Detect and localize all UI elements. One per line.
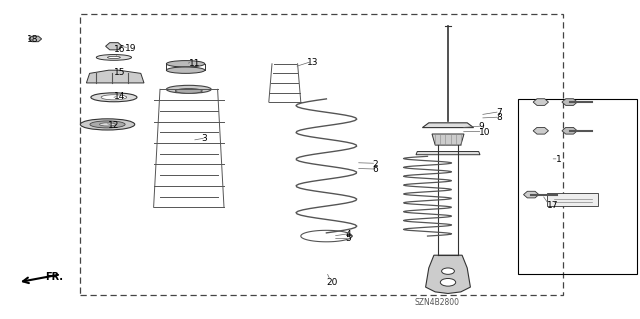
- Ellipse shape: [90, 121, 125, 128]
- Polygon shape: [432, 134, 464, 145]
- Text: 19: 19: [125, 44, 136, 53]
- Ellipse shape: [175, 89, 202, 93]
- Text: 8: 8: [496, 113, 502, 122]
- Polygon shape: [422, 123, 474, 128]
- Polygon shape: [562, 99, 577, 105]
- Text: 9: 9: [479, 122, 484, 131]
- Text: 10: 10: [479, 128, 490, 137]
- Ellipse shape: [81, 119, 135, 130]
- Text: 5: 5: [346, 234, 351, 243]
- Circle shape: [440, 278, 456, 286]
- Ellipse shape: [96, 55, 132, 60]
- Text: 6: 6: [372, 165, 378, 174]
- Text: 2: 2: [372, 160, 378, 169]
- Ellipse shape: [100, 123, 116, 126]
- Text: 15: 15: [114, 68, 125, 77]
- Ellipse shape: [166, 61, 205, 67]
- Text: 16: 16: [114, 45, 125, 54]
- Text: 11: 11: [189, 59, 200, 68]
- Text: FR.: FR.: [45, 271, 63, 282]
- Text: 7: 7: [496, 108, 502, 117]
- Polygon shape: [533, 128, 548, 134]
- Text: 3: 3: [202, 134, 207, 143]
- Polygon shape: [29, 36, 42, 42]
- Ellipse shape: [166, 85, 211, 93]
- Polygon shape: [106, 43, 122, 50]
- Polygon shape: [426, 255, 470, 293]
- Ellipse shape: [91, 93, 137, 102]
- Text: 1: 1: [556, 155, 561, 164]
- Text: 13: 13: [307, 58, 319, 67]
- Text: 14: 14: [114, 92, 125, 101]
- Text: 17: 17: [547, 201, 559, 210]
- Polygon shape: [533, 99, 548, 105]
- Polygon shape: [416, 152, 480, 155]
- Polygon shape: [86, 70, 144, 83]
- Text: 12: 12: [108, 121, 119, 130]
- Text: 18: 18: [27, 35, 38, 44]
- Polygon shape: [547, 193, 598, 206]
- Ellipse shape: [166, 67, 205, 73]
- Polygon shape: [524, 191, 539, 198]
- Text: 4: 4: [346, 230, 351, 239]
- Ellipse shape: [108, 56, 120, 59]
- Polygon shape: [562, 128, 577, 134]
- Circle shape: [442, 268, 454, 274]
- Text: SZN4B2800: SZN4B2800: [415, 298, 460, 307]
- Ellipse shape: [101, 95, 127, 100]
- Text: 20: 20: [326, 278, 338, 287]
